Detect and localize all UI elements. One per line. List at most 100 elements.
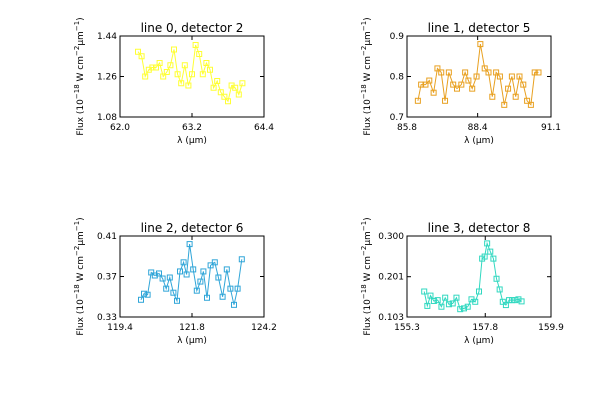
data-point bbox=[196, 51, 203, 57]
panels: line 0, detector 2 62.0 63.2 64.4 1.08 1.26 1.… bbox=[73, 17, 564, 346]
data-point bbox=[217, 89, 224, 96]
data-point bbox=[177, 268, 183, 275]
y-axis-label-part: Flux (10 bbox=[363, 299, 373, 336]
y-tick-label: 0.7 bbox=[390, 113, 404, 123]
chart-title: line 2, detector 6 bbox=[141, 221, 244, 235]
data-point bbox=[453, 294, 460, 301]
data-point bbox=[430, 89, 437, 96]
y-axis-label-part: Flux (10 bbox=[363, 99, 373, 136]
data-point bbox=[490, 255, 497, 262]
data-point bbox=[418, 81, 425, 88]
data-point bbox=[502, 302, 509, 309]
data-point bbox=[185, 82, 192, 89]
y-axis-label: Flux (10−18 W cm−2μm−1) bbox=[360, 217, 373, 335]
data-point bbox=[197, 278, 204, 285]
y-tick-label: 1.26 bbox=[97, 73, 117, 83]
data-point bbox=[183, 271, 190, 278]
data-point bbox=[493, 275, 500, 282]
data-point bbox=[207, 66, 213, 73]
y-tick-label: 0.8 bbox=[390, 73, 405, 83]
data-point bbox=[144, 291, 151, 298]
data-point bbox=[181, 62, 188, 69]
x-tick-label: 155.3 bbox=[394, 323, 420, 333]
chart-title: line 3, detector 8 bbox=[428, 221, 531, 235]
data-point bbox=[225, 98, 231, 105]
y-axis-label-part: −18 bbox=[73, 84, 81, 99]
y-axis-label-part: −18 bbox=[360, 284, 368, 299]
chart-title: line 0, detector 2 bbox=[141, 21, 244, 35]
data-point bbox=[159, 275, 166, 282]
y-axis-label-part: ) bbox=[76, 17, 86, 21]
chart-panel-0: line 0, detector 2 62.0 63.2 64.4 1.08 1.26 1.… bbox=[73, 17, 274, 146]
data-point bbox=[438, 69, 445, 76]
y-axis-label-part: μm bbox=[363, 31, 373, 46]
y-axis-label: Flux (10−18 W cm−2μm−1) bbox=[360, 17, 373, 135]
data-point bbox=[445, 301, 452, 308]
y-axis-label-part: −1 bbox=[360, 21, 368, 31]
data-point bbox=[193, 287, 200, 294]
data-point bbox=[445, 69, 452, 76]
x-tick-label: 159.9 bbox=[538, 323, 564, 333]
y-axis-label-part: −18 bbox=[360, 84, 368, 99]
data-point bbox=[465, 77, 472, 84]
data-point bbox=[434, 297, 441, 304]
x-tick-label: 91.1 bbox=[541, 123, 561, 133]
x-tick-label: 64.4 bbox=[254, 123, 274, 133]
data-point bbox=[473, 73, 480, 80]
y-axis-label-part: W cm bbox=[363, 256, 373, 284]
y-axis-label-part: −18 bbox=[73, 284, 81, 299]
data-point bbox=[438, 303, 445, 310]
data-point bbox=[190, 266, 197, 273]
y-tick-label: 1.08 bbox=[97, 113, 117, 123]
y-axis-label-part: W cm bbox=[76, 56, 86, 84]
data-point bbox=[469, 85, 476, 92]
data-point bbox=[422, 81, 429, 88]
data-point bbox=[171, 46, 177, 53]
data-point bbox=[231, 301, 237, 308]
x-axis-label: λ (μm) bbox=[464, 136, 494, 146]
y-tick-label: 0.9 bbox=[390, 32, 405, 42]
data-point bbox=[232, 84, 239, 91]
data-point bbox=[239, 80, 246, 87]
y-axis-label-part: ) bbox=[363, 17, 373, 21]
y-axis-label-part: W cm bbox=[76, 256, 86, 284]
y-tick-label: 0.37 bbox=[97, 273, 117, 283]
y-axis-label: Flux (10−18 W cm−2μm−1) bbox=[73, 217, 86, 335]
data-point bbox=[493, 69, 500, 76]
data-point bbox=[166, 274, 173, 281]
x-tick-label: 85.8 bbox=[397, 123, 417, 133]
data-point bbox=[200, 268, 207, 275]
data-point bbox=[238, 256, 245, 263]
series-line bbox=[423, 241, 522, 310]
data-point bbox=[484, 240, 491, 247]
y-axis-label-part: ) bbox=[363, 217, 373, 221]
data-point bbox=[527, 101, 534, 108]
data-point bbox=[214, 78, 221, 84]
y-axis-label-part: ) bbox=[76, 217, 86, 221]
y-axis-label-part: −1 bbox=[73, 21, 81, 31]
chart-panel-3: line 3, detector 8 155.3 157.8 159.9 0.103 0.… bbox=[360, 217, 564, 346]
data-point bbox=[442, 97, 449, 104]
data-point bbox=[520, 81, 527, 88]
x-tick-label: 157.8 bbox=[472, 323, 498, 333]
y-tick-label: 0.103 bbox=[378, 313, 404, 323]
data-point bbox=[457, 306, 464, 313]
data-point bbox=[450, 81, 457, 88]
data-point bbox=[496, 73, 503, 80]
data-point bbox=[476, 288, 482, 295]
data-point bbox=[178, 80, 185, 87]
data-point bbox=[505, 85, 512, 92]
data-point bbox=[186, 241, 193, 248]
data-point bbox=[163, 69, 170, 75]
data-point bbox=[141, 290, 147, 297]
data-point bbox=[464, 303, 471, 310]
y-axis-label-part: −2 bbox=[360, 46, 368, 56]
data-point bbox=[211, 259, 218, 266]
data-point bbox=[477, 41, 484, 48]
data-point bbox=[531, 69, 538, 76]
y-axis-label: Flux (10−18 W cm−2μm−1) bbox=[73, 17, 86, 135]
x-axis-label: λ (μm) bbox=[177, 336, 207, 346]
chart-panel-1: line 1, detector 5 85.8 88.4 91.1 0.7 0.8 0.9 λ… bbox=[360, 17, 561, 146]
y-tick-label: 0.41 bbox=[97, 232, 117, 242]
data-point bbox=[509, 297, 516, 304]
